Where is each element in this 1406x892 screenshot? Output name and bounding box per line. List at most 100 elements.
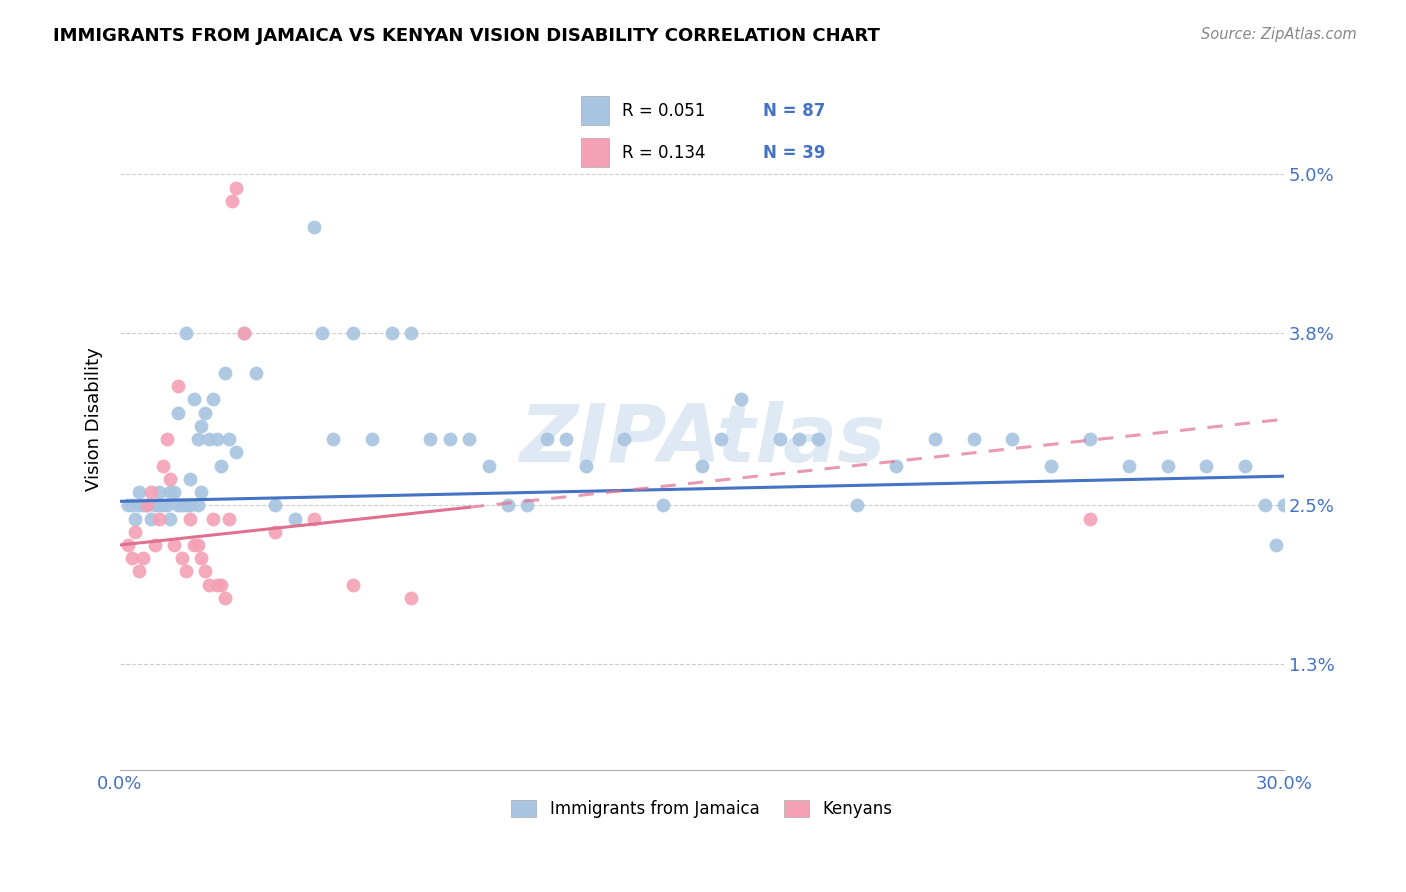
Point: [264, 524, 287, 539]
Point: [613, 432, 636, 446]
Point: [143, 498, 166, 512]
Point: [1265, 538, 1288, 552]
Point: [1001, 432, 1024, 446]
Point: [163, 538, 186, 552]
Point: [1292, 617, 1315, 632]
Point: [574, 458, 596, 473]
Y-axis label: Vision Disability: Vision Disability: [86, 347, 103, 491]
Point: [209, 458, 232, 473]
Point: [179, 472, 201, 486]
Point: [183, 538, 205, 552]
Point: [516, 498, 538, 512]
Point: [121, 498, 143, 512]
Point: [190, 485, 212, 500]
Point: [1118, 458, 1140, 473]
Point: [152, 498, 174, 512]
Point: [439, 432, 461, 446]
Point: [884, 458, 907, 473]
Point: [194, 406, 217, 420]
Point: [117, 498, 139, 512]
Point: [205, 432, 228, 446]
Point: [1272, 498, 1295, 512]
Point: [218, 432, 240, 446]
Point: [1078, 432, 1101, 446]
Point: [768, 432, 790, 446]
Point: [121, 551, 143, 566]
Point: [187, 498, 209, 512]
Point: [155, 498, 177, 512]
Point: [924, 432, 946, 446]
Point: [143, 538, 166, 552]
Point: [202, 511, 225, 525]
Point: [419, 432, 441, 446]
Point: [399, 591, 422, 605]
Point: [225, 445, 247, 459]
Point: [233, 326, 256, 341]
Point: [477, 458, 499, 473]
Point: [361, 432, 384, 446]
Legend: Immigrants from Jamaica, Kenyans: Immigrants from Jamaica, Kenyans: [505, 793, 900, 825]
Point: [496, 498, 519, 512]
Point: [174, 565, 197, 579]
Point: [148, 485, 170, 500]
Point: [225, 180, 247, 194]
Point: [807, 432, 830, 446]
Point: [342, 577, 364, 591]
Point: [652, 498, 675, 512]
Point: [194, 565, 217, 579]
Point: [342, 326, 364, 341]
Point: [190, 418, 212, 433]
Point: [155, 432, 177, 446]
Point: [555, 432, 578, 446]
Point: [1296, 657, 1319, 672]
Point: [245, 366, 267, 380]
Text: IMMIGRANTS FROM JAMAICA VS KENYAN VISION DISABILITY CORRELATION CHART: IMMIGRANTS FROM JAMAICA VS KENYAN VISION…: [53, 27, 880, 45]
Point: [690, 458, 713, 473]
Point: [198, 432, 221, 446]
Point: [264, 498, 287, 512]
Point: [174, 326, 197, 341]
Point: [399, 326, 422, 341]
Point: [170, 551, 193, 566]
Point: [1303, 591, 1326, 605]
Point: [846, 498, 869, 512]
Point: [1308, 577, 1330, 591]
Point: [221, 194, 243, 208]
Point: [124, 524, 146, 539]
Text: ZIPAtlas: ZIPAtlas: [519, 401, 886, 479]
Point: [132, 498, 155, 512]
Point: [128, 565, 150, 579]
Point: [139, 511, 162, 525]
Point: [117, 538, 139, 552]
Point: [322, 432, 344, 446]
Point: [163, 485, 186, 500]
Point: [1078, 511, 1101, 525]
Point: [214, 591, 236, 605]
Point: [190, 551, 212, 566]
Point: [167, 406, 190, 420]
Point: [159, 511, 181, 525]
Point: [148, 511, 170, 525]
Point: [710, 432, 733, 446]
Point: [381, 326, 404, 341]
Point: [214, 366, 236, 380]
Point: [136, 498, 159, 512]
Point: [187, 432, 209, 446]
Point: [124, 511, 146, 525]
Point: [1156, 458, 1178, 473]
Point: [1285, 591, 1308, 605]
Point: [179, 511, 201, 525]
Text: Source: ZipAtlas.com: Source: ZipAtlas.com: [1201, 27, 1357, 42]
Point: [1234, 458, 1257, 473]
Point: [128, 498, 150, 512]
Point: [209, 577, 232, 591]
Point: [1309, 538, 1331, 552]
Point: [284, 511, 307, 525]
Point: [962, 432, 984, 446]
Point: [128, 485, 150, 500]
Point: [458, 432, 481, 446]
Point: [202, 392, 225, 407]
Point: [159, 485, 181, 500]
Point: [205, 577, 228, 591]
Point: [536, 432, 558, 446]
